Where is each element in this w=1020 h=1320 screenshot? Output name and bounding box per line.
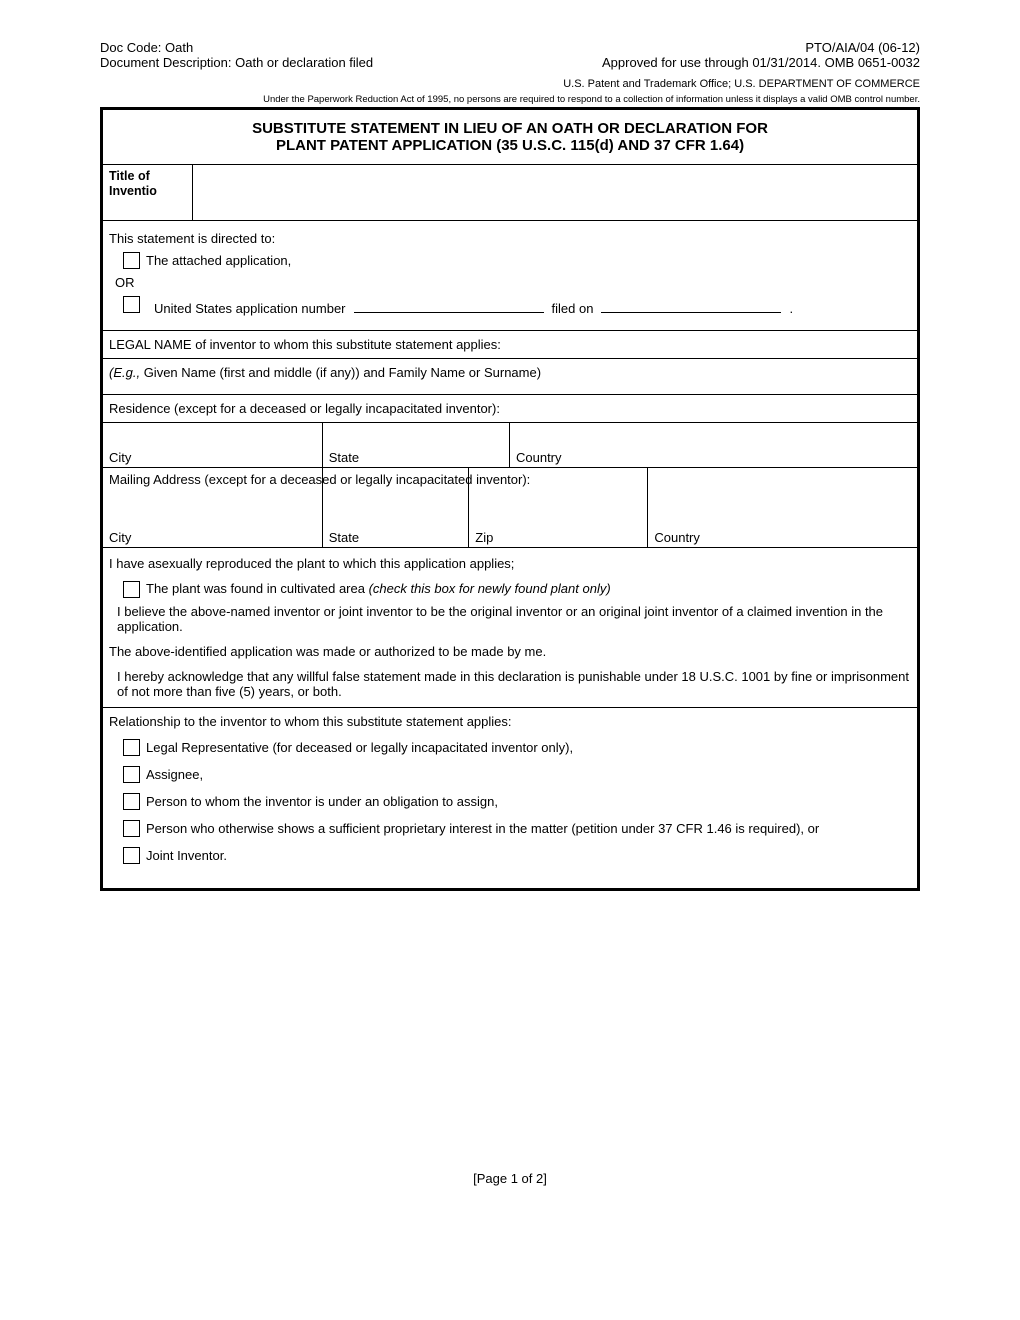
assignee-checkbox[interactable] [123, 766, 140, 783]
pra-notice: Under the Paperwork Reduction Act of 199… [100, 94, 920, 105]
proprietary-label: Person who otherwise shows a sufficient … [146, 821, 819, 836]
form-number: PTO/AIA/04 (06-12) [602, 40, 920, 55]
doc-description: Document Description: Oath or declaratio… [100, 55, 373, 70]
relationship-section: Relationship to the inventor to whom thi… [103, 708, 917, 888]
obligation-label: Person to whom the inventor is under an … [146, 794, 498, 809]
doc-code: Doc Code: Oath [100, 40, 373, 55]
declarations-section: I have asexually reproduced the plant to… [103, 548, 917, 708]
filed-on-label: filed on [552, 301, 594, 316]
mailing-country-label: Country [654, 530, 700, 545]
legal-name-section: LEGAL NAME of inventor to whom this subs… [103, 331, 917, 359]
mailing-row: Mailing Address (except for a deceased o… [103, 468, 917, 548]
approval-line: Approved for use through 01/31/2014. OMB… [602, 55, 920, 70]
main-form-box: SUBSTITUTE STATEMENT IN LIEU OF AN OATH … [100, 107, 920, 891]
joint-inventor-checkbox[interactable] [123, 847, 140, 864]
relationship-label: Relationship to the inventor to whom thi… [109, 714, 911, 729]
form-title-line2: PLANT PATENT APPLICATION (35 U.S.C. 115(… [113, 137, 907, 154]
mailing-label: Mailing Address (except for a deceased o… [109, 472, 316, 487]
mailing-zip-label: Zip [475, 530, 493, 545]
cultivated-area-checkbox[interactable] [123, 581, 140, 598]
form-title: SUBSTITUTE STATEMENT IN LIEU OF AN OATH … [103, 110, 917, 165]
assignee-label: Assignee, [146, 767, 203, 782]
residence-city-cell[interactable]: City [103, 423, 323, 467]
legal-rep-checkbox[interactable] [123, 739, 140, 756]
title-of-invention-input[interactable] [193, 165, 917, 220]
legal-rep-label: Legal Representative (for deceased or le… [146, 740, 573, 755]
acknowledge-declaration: I hereby acknowledge that any willful fa… [117, 669, 911, 699]
legal-name-label: LEGAL NAME of inventor to whom this subs… [109, 337, 911, 352]
residence-state-label: State [329, 450, 359, 465]
legal-name-hint-row: (E.g., Given Name (first and middle (if … [103, 359, 917, 395]
believe-declaration: I believe the above-named inventor or jo… [117, 604, 911, 634]
residence-country-cell[interactable]: Country [510, 423, 917, 467]
form-title-line1: SUBSTITUTE STATEMENT IN LIEU OF AN OATH … [113, 120, 907, 137]
mailing-country-cell[interactable]: Country [648, 468, 917, 547]
mailing-zip-cell[interactable]: Zip [469, 468, 648, 547]
filed-on-input[interactable] [601, 297, 781, 313]
cultivated-area-label: The plant was found in cultivated area (… [146, 581, 611, 596]
residence-label: Residence (except for a deceased or lega… [109, 401, 500, 416]
directed-section: This statement is directed to: The attac… [103, 221, 917, 331]
title-of-invention-label: Title of Inventio [103, 165, 193, 220]
application-number-input[interactable] [354, 297, 544, 313]
joint-inventor-label: Joint Inventor. [146, 848, 227, 863]
authorized-declaration: The above-identified application was mad… [109, 644, 911, 659]
mailing-state-label: State [329, 530, 359, 545]
attached-application-label: The attached application, [146, 253, 291, 268]
mailing-city-label: City [109, 530, 131, 545]
asexual-declaration: I have asexually reproduced the plant to… [109, 556, 911, 571]
period: . [789, 301, 793, 316]
mailing-city-cell[interactable]: Mailing Address (except for a deceased o… [103, 468, 323, 547]
mailing-state-cell[interactable]: State [323, 468, 470, 547]
title-of-invention-row: Title of Inventio [103, 165, 917, 221]
page-footer: [Page 1 of 2] [100, 1171, 920, 1186]
or-label: OR [115, 275, 911, 290]
proprietary-checkbox[interactable] [123, 820, 140, 837]
attached-application-checkbox[interactable] [123, 252, 140, 269]
residence-city-label: City [109, 450, 131, 465]
residence-country-label: Country [516, 450, 562, 465]
department-line: U.S. Patent and Trademark Office; U.S. D… [100, 78, 920, 90]
residence-label-row: Residence (except for a deceased or lega… [103, 395, 917, 423]
residence-row: City State Country [103, 423, 917, 468]
us-application-checkbox[interactable] [123, 296, 140, 313]
legal-name-hint: (E.g., Given Name (first and middle (if … [109, 365, 541, 380]
us-application-label: United States application number [154, 301, 346, 316]
obligation-checkbox[interactable] [123, 793, 140, 810]
residence-state-cell[interactable]: State [323, 423, 510, 467]
directed-intro: This statement is directed to: [109, 231, 911, 246]
